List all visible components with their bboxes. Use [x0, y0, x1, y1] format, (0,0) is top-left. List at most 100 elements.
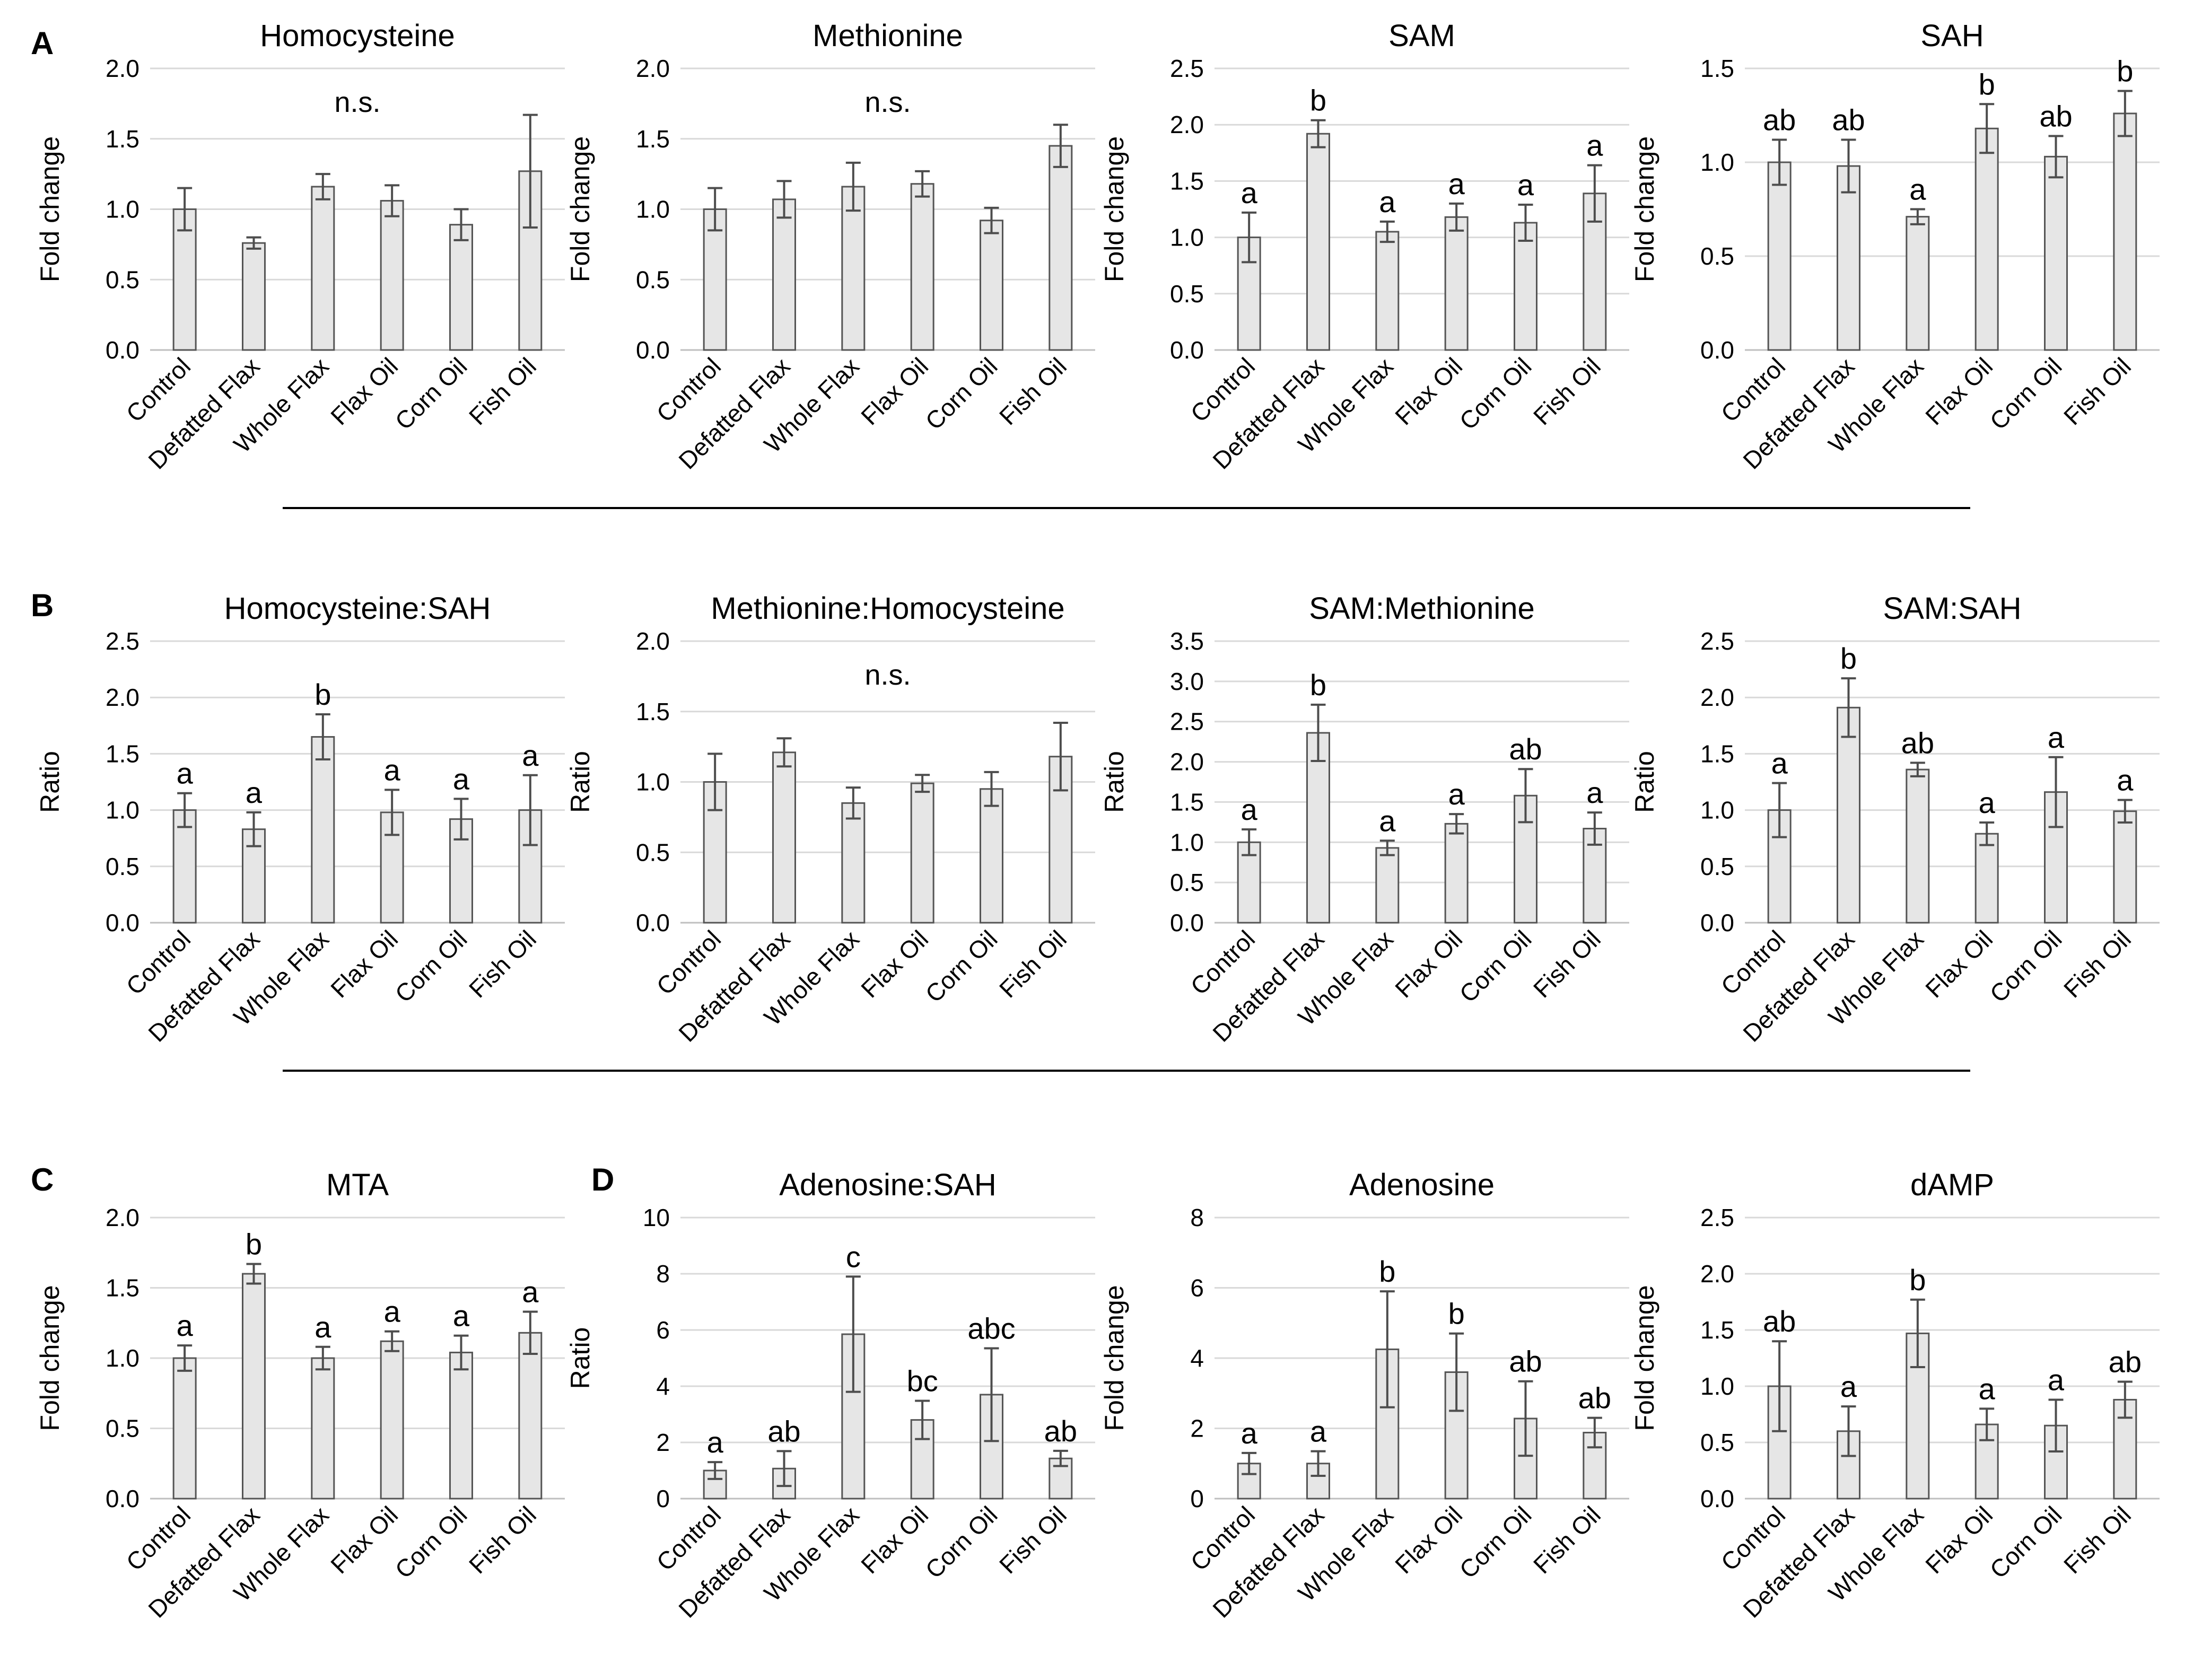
- bar-defatted-flax: [772, 198, 796, 351]
- significance-label: a: [1241, 793, 1258, 826]
- chart-title: Homocysteine:SAH: [224, 591, 491, 626]
- y-tick-label: 0.5: [106, 853, 139, 880]
- y-tick-label: 2.0: [1170, 111, 1204, 138]
- y-tick-label: 1.5: [1700, 1316, 1734, 1344]
- significance-label: a: [246, 776, 263, 809]
- y-tick-label: 0.0: [1170, 909, 1204, 937]
- y-tick-label: 8: [1190, 1204, 1204, 1231]
- not-significant-label: n.s.: [334, 86, 380, 118]
- significance-label: ab: [767, 1414, 800, 1448]
- bar-control: [1767, 161, 1792, 351]
- chart-title: Adenosine: [1349, 1168, 1495, 1202]
- y-tick-label: 3.5: [1170, 627, 1204, 655]
- chart-title: MTA: [326, 1168, 389, 1202]
- significance-label: a: [453, 1299, 470, 1333]
- significance-label: a: [522, 1275, 539, 1309]
- chart-title: Homocysteine: [260, 19, 455, 53]
- y-tick-label: 2.0: [636, 55, 670, 82]
- y-tick-label: 0.5: [1700, 242, 1734, 270]
- bar-fish-oil: [2113, 810, 2137, 924]
- bar-whole-flax: [841, 186, 866, 351]
- y-tick-label: 0.0: [636, 909, 670, 937]
- y-axis-label: Ratio: [1630, 751, 1659, 813]
- bar-corn-oil: [980, 220, 1003, 351]
- significance-label: b: [314, 678, 331, 711]
- y-tick-label: 1.0: [106, 1344, 139, 1372]
- chart-title: Adenosine:SAH: [779, 1168, 996, 1202]
- bar-whole-flax: [1906, 768, 1930, 924]
- bar-control: [172, 809, 197, 924]
- y-tick-label: 0.5: [1700, 1429, 1734, 1456]
- significance-label: a: [1586, 776, 1603, 809]
- significance-label: ab: [1509, 732, 1542, 766]
- significance-label: a: [2048, 721, 2065, 754]
- y-tick-label: 0.0: [636, 336, 670, 364]
- y-tick-label: 0: [656, 1485, 670, 1512]
- bar-fish-oil: [1049, 145, 1073, 351]
- bar-fish-oil: [518, 1332, 543, 1500]
- panel-letter-c: C: [31, 1162, 54, 1197]
- bar-flax-oil: [1974, 833, 1999, 924]
- significance-label: a: [384, 1295, 401, 1328]
- y-tick-label: 0.5: [106, 1415, 139, 1442]
- y-tick-label: 0.5: [636, 266, 670, 293]
- y-tick-label: 0: [1190, 1485, 1204, 1512]
- significance-label: abc: [967, 1311, 1015, 1345]
- significance-label: a: [1310, 1415, 1327, 1448]
- bar-flax-oil: [1974, 127, 1999, 351]
- y-tick-label: 1.5: [636, 698, 670, 725]
- y-tick-label: 8: [656, 1260, 670, 1288]
- y-tick-label: 0.0: [106, 1485, 139, 1512]
- y-tick-label: 1.0: [1700, 797, 1734, 824]
- significance-label: a: [1771, 747, 1788, 780]
- y-tick-label: 4: [656, 1372, 670, 1400]
- y-tick-label: 2.5: [1170, 55, 1204, 82]
- significance-label: a: [522, 739, 539, 772]
- bar-flax-oil: [380, 1340, 404, 1500]
- y-tick-label: 1.5: [1700, 740, 1734, 767]
- bar-corn-oil: [449, 1351, 473, 1500]
- y-tick-label: 1.5: [106, 740, 139, 767]
- significance-label: ab: [2039, 99, 2072, 133]
- y-tick-label: 1.5: [106, 1274, 139, 1302]
- y-tick-label: 0.5: [1700, 853, 1734, 880]
- significance-label: b: [1310, 668, 1326, 702]
- significance-label: b: [2117, 54, 2133, 88]
- significance-label: ab: [1763, 103, 1796, 137]
- significance-label: a: [1586, 129, 1603, 162]
- y-tick-label: 1.0: [636, 768, 670, 796]
- y-tick-label: 0.5: [636, 838, 670, 866]
- significance-label: a: [2048, 1363, 2065, 1396]
- y-tick-label: 2.0: [1700, 684, 1734, 711]
- bar-whole-flax: [841, 802, 866, 924]
- bar-flax-oil: [1444, 822, 1469, 924]
- y-tick-label: 2.0: [1170, 748, 1204, 776]
- bar-control: [172, 1357, 197, 1500]
- y-tick-label: 0.5: [1170, 869, 1204, 896]
- significance-label: a: [1979, 786, 1996, 819]
- significance-label: ab: [1832, 103, 1865, 137]
- y-axis-label: Fold change: [35, 1285, 65, 1431]
- y-tick-label: 0.0: [1700, 909, 1734, 937]
- significance-label: b: [1979, 67, 1995, 101]
- y-tick-label: 2.0: [1700, 1260, 1734, 1288]
- bar-defatted-flax: [772, 751, 796, 924]
- y-tick-label: 1.0: [106, 797, 139, 824]
- chart-title: Methionine: [812, 19, 963, 53]
- significance-label: a: [384, 753, 401, 786]
- bar-corn-oil: [1514, 222, 1537, 351]
- bar-flax-oil: [910, 782, 934, 924]
- y-axis-label: Fold change: [565, 136, 595, 282]
- y-tick-label: 0.0: [1700, 1485, 1734, 1512]
- significance-label: a: [1379, 185, 1396, 218]
- significance-label: a: [1379, 804, 1396, 837]
- significance-label: a: [707, 1425, 724, 1459]
- bar-defatted-flax: [1306, 133, 1330, 351]
- y-tick-label: 1.0: [1170, 828, 1204, 856]
- y-tick-label: 2.5: [1700, 1204, 1734, 1231]
- significance-label: a: [314, 1310, 331, 1344]
- y-tick-label: 2.5: [1700, 627, 1734, 655]
- y-axis-label: Fold change: [1630, 1285, 1659, 1431]
- y-tick-label: 1.5: [106, 125, 139, 153]
